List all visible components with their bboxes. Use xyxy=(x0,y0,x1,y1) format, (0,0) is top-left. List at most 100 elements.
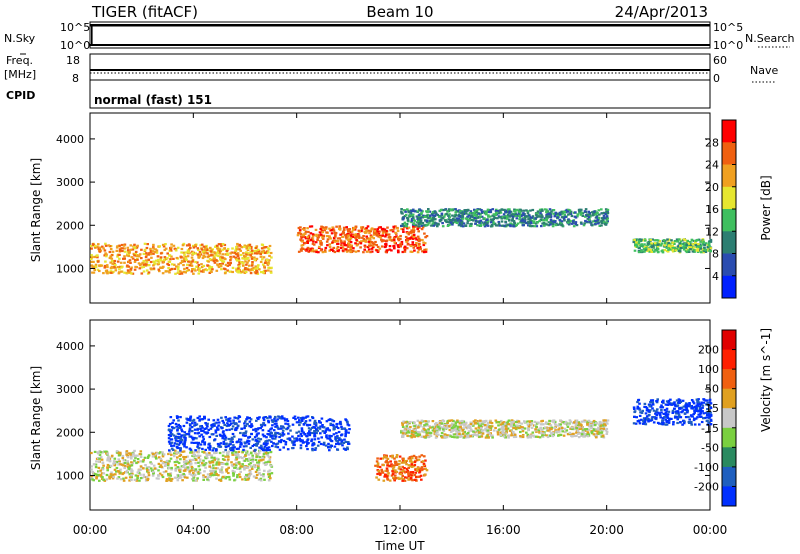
range-cell xyxy=(423,455,426,458)
range-cell xyxy=(595,434,599,437)
range-cell xyxy=(311,442,315,446)
range-cell xyxy=(411,457,414,460)
range-cell xyxy=(97,470,100,473)
range-cell xyxy=(557,428,560,431)
range-cell xyxy=(242,269,245,272)
range-cell xyxy=(168,422,172,426)
range-cell xyxy=(403,471,407,474)
range-cell xyxy=(633,238,636,242)
range-cell xyxy=(231,440,234,444)
range-cell xyxy=(650,248,654,252)
range-cell xyxy=(670,246,673,249)
range-cell xyxy=(459,210,462,213)
range-cell xyxy=(310,440,313,443)
range-cell xyxy=(246,261,249,264)
range-cell xyxy=(175,451,179,454)
range-cell xyxy=(346,448,349,451)
range-cell xyxy=(590,211,594,214)
range-cell xyxy=(196,477,199,480)
range-cell xyxy=(370,250,374,253)
range-cell xyxy=(331,248,334,251)
range-cell xyxy=(105,478,108,481)
range-cell xyxy=(199,427,202,430)
range-cell xyxy=(404,213,408,216)
range-cell xyxy=(184,257,188,260)
range-cell xyxy=(392,227,396,230)
range-cell xyxy=(411,234,414,237)
range-cell xyxy=(197,248,200,251)
range-cell xyxy=(316,238,319,242)
range-cell xyxy=(644,248,648,251)
range-cell xyxy=(259,477,263,480)
range-cell xyxy=(673,242,676,245)
range-cell xyxy=(547,221,551,224)
range-cell xyxy=(194,479,198,482)
range-cell xyxy=(182,251,185,254)
range-cell xyxy=(237,259,241,262)
range-cell xyxy=(207,428,211,431)
range-cell xyxy=(208,266,211,269)
range-cell xyxy=(291,447,294,450)
range-cell xyxy=(391,473,395,476)
range-cell xyxy=(192,418,196,421)
range-cell xyxy=(240,246,244,249)
range-cell xyxy=(337,430,341,434)
range-cell xyxy=(400,227,403,231)
range-cell xyxy=(135,479,139,482)
range-cell xyxy=(94,246,97,249)
range-cell xyxy=(458,215,461,218)
range-cell xyxy=(488,432,491,436)
range-cell xyxy=(243,244,247,247)
range-cell xyxy=(185,421,189,424)
range-cell xyxy=(190,465,194,468)
range-cell xyxy=(393,479,396,482)
range-cell xyxy=(600,422,603,425)
range-cell xyxy=(366,237,369,240)
range-cell xyxy=(352,247,355,250)
range-cell xyxy=(123,247,126,250)
range-cell xyxy=(134,265,137,268)
range-cell xyxy=(110,454,114,457)
range-cell xyxy=(474,213,477,216)
range-cell xyxy=(276,418,279,421)
range-cell xyxy=(410,455,414,458)
range-cell xyxy=(407,457,411,460)
range-cell xyxy=(254,427,257,431)
range-cell xyxy=(637,247,641,250)
range-cell xyxy=(216,247,219,250)
range-cell xyxy=(175,445,179,449)
range-cell xyxy=(281,431,285,435)
range-cell xyxy=(176,479,180,482)
range-cell xyxy=(145,261,149,264)
range-cell xyxy=(218,252,221,255)
range-cell xyxy=(318,231,322,234)
range-cell xyxy=(272,442,276,445)
range-cell xyxy=(411,243,415,246)
range-cell xyxy=(170,444,173,447)
range-cell xyxy=(236,252,240,255)
range-cell xyxy=(221,454,225,457)
range-cell xyxy=(396,249,400,252)
range-cell xyxy=(301,233,305,236)
range-cell xyxy=(231,247,234,250)
range-cell xyxy=(504,220,507,223)
range-cell xyxy=(317,426,320,429)
range-cell xyxy=(585,428,589,431)
range-cell xyxy=(205,269,209,272)
range-cell xyxy=(703,243,706,246)
range-cell xyxy=(237,450,241,453)
range-cell xyxy=(191,258,195,262)
range-cell xyxy=(381,470,384,473)
range-cell xyxy=(245,263,248,266)
range-cell xyxy=(369,244,373,247)
range-cell xyxy=(370,235,373,238)
range-cell xyxy=(416,419,420,422)
range-cell xyxy=(345,237,348,240)
range-cell xyxy=(217,243,221,246)
range-cell xyxy=(321,237,325,240)
range-cell xyxy=(210,254,213,257)
range-cell xyxy=(503,208,506,211)
range-cell xyxy=(104,242,107,245)
range-cell xyxy=(209,469,212,472)
range-cell xyxy=(221,248,225,251)
